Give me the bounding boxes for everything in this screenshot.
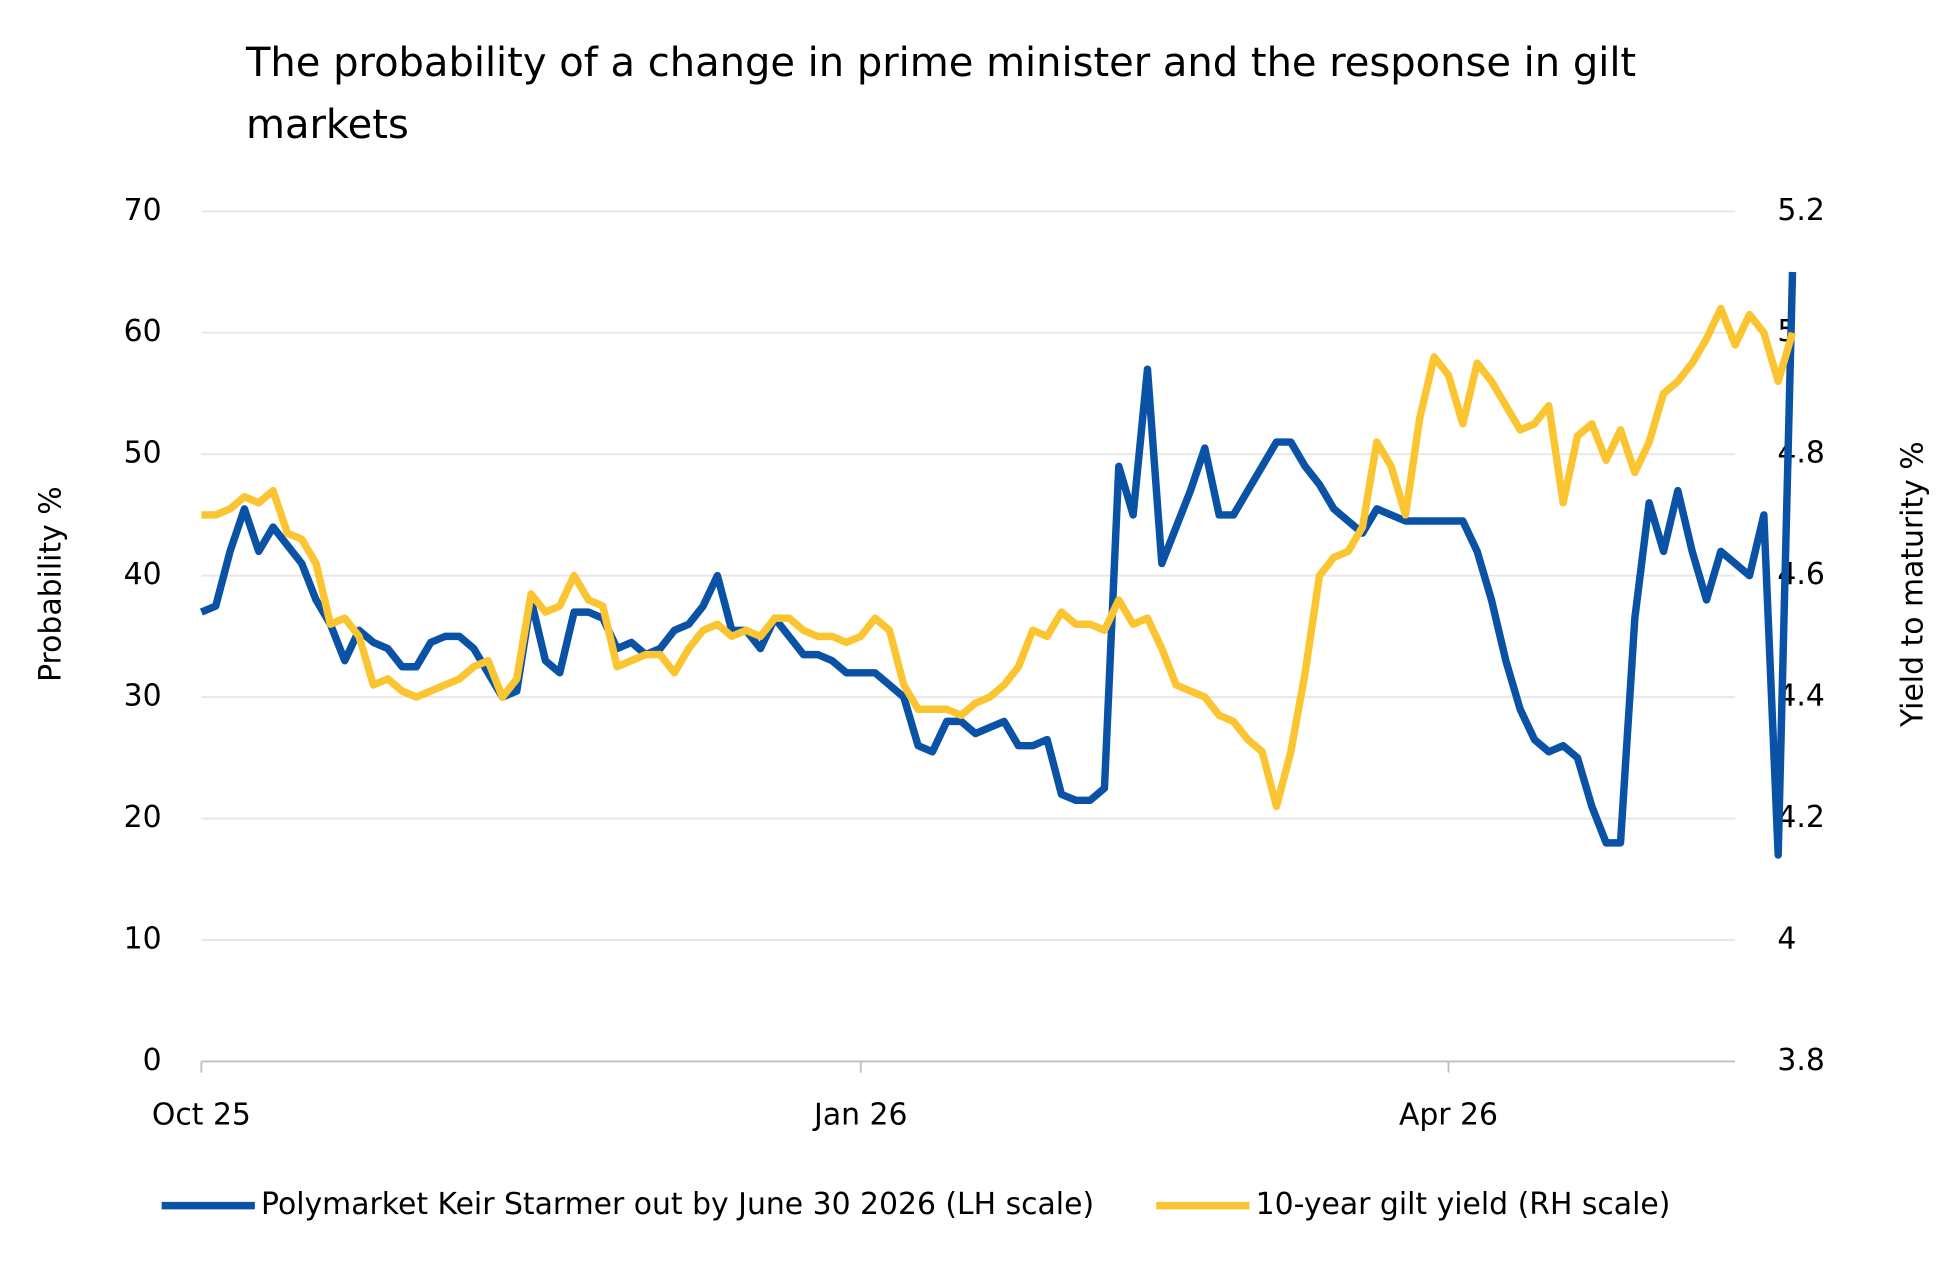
y-tick-label: 20 — [124, 800, 162, 835]
legend-label: Polymarket Keir Starmer out by June 30 2… — [261, 1187, 1094, 1222]
y2-tick-label: 5.2 — [1777, 193, 1824, 228]
y-tick-label: 10 — [124, 922, 162, 957]
series-line — [201, 304, 1797, 811]
x-tick-label: Apr 26 — [1399, 1098, 1498, 1133]
chart-title: The probability of a change in prime min… — [246, 40, 1637, 148]
y-tick-label: 70 — [124, 193, 162, 228]
y-tick-label: 60 — [124, 314, 162, 349]
x-tick-label: Jan 26 — [812, 1098, 907, 1133]
y2-tick-label: 4.2 — [1777, 800, 1824, 835]
y-tick-label: 0 — [143, 1043, 162, 1078]
y-axis-label: Probability % — [34, 486, 69, 682]
y2-axis-label: Yield to maturity % — [1896, 441, 1931, 728]
y-tick-label: 50 — [124, 436, 162, 471]
series-line — [199, 271, 1797, 859]
y-tick-label: 40 — [124, 557, 162, 592]
y2-tick-label: 3.8 — [1777, 1043, 1824, 1078]
y-tick-label: 30 — [124, 679, 162, 714]
legend-label: 10-year gilt yield (RH scale) — [1256, 1187, 1671, 1222]
x-tick-label: Oct 25 — [152, 1098, 251, 1133]
y2-tick-label: 4 — [1777, 922, 1796, 957]
